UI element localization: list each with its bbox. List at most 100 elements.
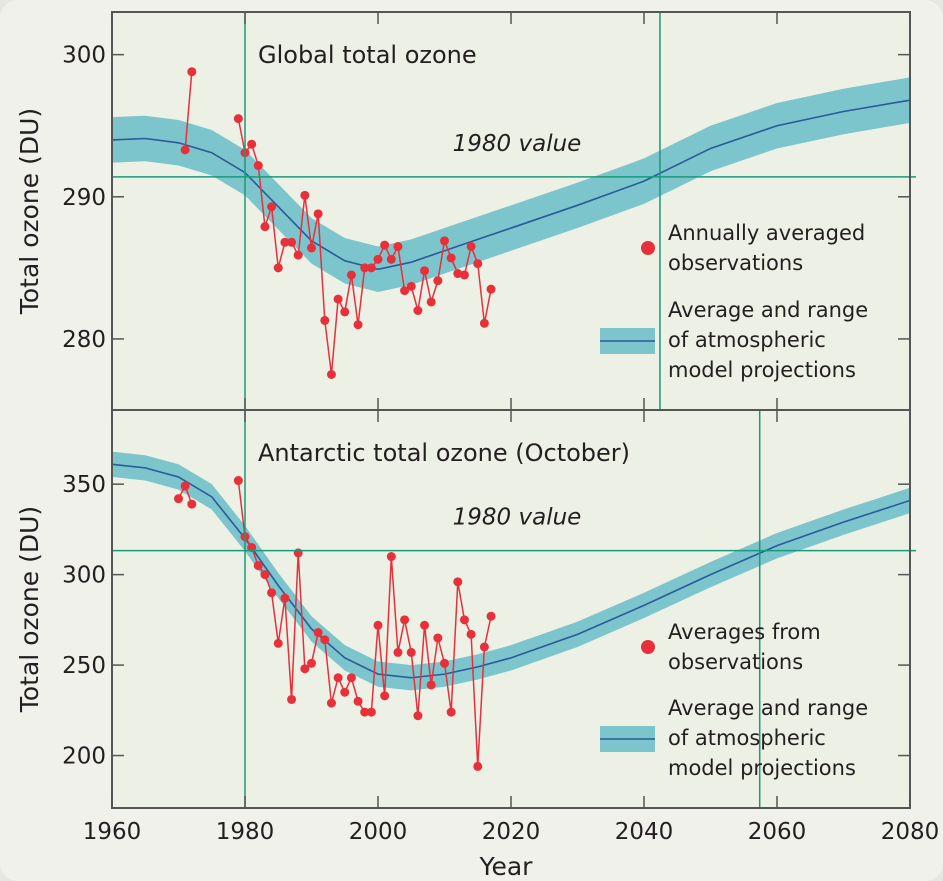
model-mean	[112, 99, 910, 271]
observation-point	[333, 673, 343, 683]
observation-point	[287, 694, 297, 704]
observation-point	[386, 254, 396, 264]
reference-label: 1980 value	[453, 505, 582, 531]
observation-point	[280, 237, 290, 247]
observation-point	[406, 281, 416, 291]
observation-point	[326, 698, 336, 708]
observation-point	[473, 761, 483, 771]
x-tick-label: 2060	[748, 819, 807, 845]
observation-point	[326, 369, 336, 379]
observation-point	[267, 202, 277, 212]
observation-point	[433, 276, 443, 286]
observation-point	[466, 242, 476, 252]
observation-point	[393, 242, 403, 252]
panel-title: Global total ozone	[258, 41, 477, 69]
x-tick-label: 2000	[349, 819, 408, 845]
observation-point	[307, 658, 316, 668]
observation-point	[253, 161, 263, 171]
legend-label: Annually averaged observations	[668, 221, 866, 275]
observation-point	[473, 259, 483, 269]
observation-point	[413, 306, 423, 315]
observation-point	[459, 615, 469, 625]
y-axis-label: Total ozone (DU)	[15, 108, 44, 315]
observation-point	[340, 307, 350, 317]
observation-point	[313, 209, 323, 219]
observation-point	[313, 628, 323, 638]
x-tick-label: 2020	[482, 819, 541, 845]
observation-point	[433, 633, 443, 643]
observation-point	[366, 263, 376, 273]
y-axis-label: Total ozone (DU)	[15, 506, 44, 713]
observation-point	[479, 318, 489, 328]
y-tick-label: 250	[62, 653, 106, 679]
observation-point	[247, 139, 257, 149]
observation-point	[400, 615, 410, 625]
observation-point	[479, 642, 489, 652]
observation-point	[287, 237, 297, 247]
observation-point	[420, 620, 430, 630]
plot	[112, 67, 910, 379]
observation-point	[267, 588, 277, 598]
observation-point	[340, 687, 350, 697]
panel-title: Antarctic total ozone (October)	[258, 439, 630, 467]
observation-point	[393, 647, 403, 657]
observation-point	[273, 263, 283, 273]
observation-point	[446, 707, 456, 717]
observation-point	[360, 263, 370, 273]
observation-point	[360, 707, 370, 717]
observation-point	[174, 494, 183, 504]
observation-point	[346, 270, 356, 280]
observation-point	[233, 476, 243, 486]
observation-point	[187, 67, 197, 77]
observation-point	[180, 145, 190, 155]
observation-point	[320, 315, 330, 325]
y-tick-label: 290	[62, 185, 106, 211]
observation-point	[247, 542, 257, 552]
observation-point	[446, 253, 456, 263]
observation-point	[187, 499, 197, 509]
observation-point	[320, 635, 330, 645]
y-tick-label: 200	[62, 744, 106, 770]
x-axis-label: Year	[479, 852, 534, 881]
observation-point	[293, 250, 303, 260]
observation-point	[380, 691, 390, 701]
observation-point	[413, 711, 423, 721]
observation-point	[373, 254, 383, 264]
observation-point	[366, 707, 376, 717]
model-mean	[112, 463, 910, 679]
observation-point	[353, 696, 363, 706]
legend-label: Average and range of atmospheric model p…	[668, 298, 869, 382]
observation-point	[300, 190, 310, 200]
observation-point	[233, 114, 243, 124]
observation-point	[440, 236, 449, 246]
observation-point	[293, 548, 303, 558]
x-tick-label: 2040	[615, 819, 674, 845]
observation-point	[440, 658, 449, 668]
y-tick-label: 300	[62, 43, 106, 69]
observation-point	[426, 680, 436, 690]
observation-point	[459, 270, 469, 280]
observation-point	[386, 552, 396, 562]
model-range	[112, 451, 910, 691]
x-tick-label: 1960	[83, 819, 142, 845]
observation-point	[406, 647, 416, 657]
observation-point	[486, 284, 496, 294]
observation-point	[280, 593, 290, 603]
observation-point	[426, 297, 436, 307]
observation-point	[400, 286, 410, 296]
legend-label: Average and range of atmospheric model p…	[668, 696, 869, 780]
observation-point	[353, 320, 363, 330]
observation-point	[420, 266, 430, 276]
observation-point	[253, 561, 263, 571]
observation-point	[453, 577, 463, 587]
observation-point	[380, 240, 390, 250]
model-range	[112, 77, 910, 293]
legend-marker	[641, 241, 655, 255]
observation-point	[466, 629, 476, 639]
x-tick-label: 1980	[216, 819, 275, 845]
observation-point	[260, 570, 270, 580]
observation-point	[373, 620, 383, 630]
y-tick-label: 280	[62, 327, 106, 353]
